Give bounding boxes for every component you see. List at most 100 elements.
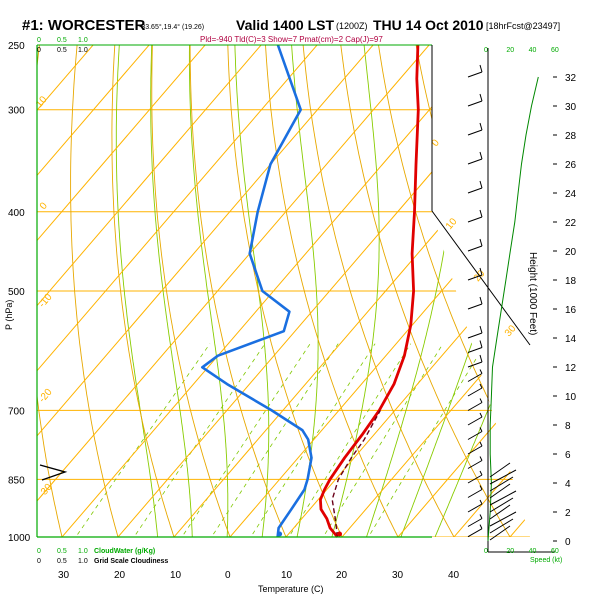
wind-barb	[467, 274, 483, 281]
temperature-tick-label: 30	[58, 570, 70, 581]
dry-adiabat	[226, 45, 351, 537]
dry-adiabat	[301, 45, 465, 537]
speed-tick-bottom: 20	[506, 548, 514, 555]
wind-barb	[467, 216, 483, 223]
height-tick-label: 18	[565, 276, 577, 287]
cloud-water-scale-top: 0.5	[57, 37, 67, 44]
grid-cloud-scale-bottom: 1.0	[78, 558, 88, 565]
station-title: #1: WORCESTER	[22, 17, 146, 34]
isotherm-line	[37, 45, 442, 537]
isotherm-line	[37, 45, 386, 537]
wind-barb-flag	[479, 296, 483, 305]
pressure-tick-label: 500	[8, 287, 25, 298]
height-tick-label: 22	[565, 218, 577, 229]
temperature-tick-label: 20	[114, 570, 126, 581]
height-tick-label: 24	[565, 189, 577, 200]
valid-date: THU 14 Oct 2010	[373, 17, 484, 33]
surface-dewpoint-marker	[277, 531, 283, 537]
wind-barb-flag	[479, 122, 483, 131]
wind-barb	[467, 431, 483, 440]
moist-adiabat	[291, 45, 319, 537]
wind-barb-flag	[479, 340, 483, 348]
height-tick-label: 30	[565, 102, 577, 113]
wind-barb	[467, 303, 483, 310]
height-axis-title: Height (1000 Feet)	[527, 252, 538, 335]
wind-barb-flag	[479, 93, 483, 102]
isotherm-label: 10	[444, 216, 460, 232]
wind-barb-flag	[479, 267, 483, 276]
wind-speed-panel: 0246810121416182022242628303200202040406…	[484, 47, 577, 555]
wind-barb-flag	[479, 441, 483, 447]
grid-cloud-scale-top: 0	[37, 47, 41, 54]
wind-barb	[467, 387, 483, 397]
isotherm-line	[37, 45, 218, 537]
isotherm-line	[37, 45, 162, 537]
wind-barb	[467, 347, 483, 353]
wind-barb	[467, 489, 483, 498]
speed-tick-top: 20	[506, 47, 514, 54]
temperature-tick-label: 40	[448, 570, 460, 581]
grid-scale-label: Grid Scale Cloudiness	[94, 558, 168, 565]
isotherm-line	[102, 45, 530, 537]
dry-adiabat	[70, 45, 124, 537]
isotherm-label: -10	[37, 291, 55, 309]
moist-adiabat	[427, 45, 530, 537]
wind-barb	[467, 518, 483, 527]
height-tick-label: 20	[565, 247, 577, 258]
low-level-wind-barb	[489, 490, 517, 506]
moist-adiabat	[150, 45, 194, 537]
cloud-water-scale-bottom: 0	[37, 548, 41, 555]
mixing-ratio-lines: 1 2 5 10 20	[63, 343, 486, 550]
low-level-wind-barb	[489, 525, 511, 541]
wind-barb	[467, 373, 483, 382]
wind-barb	[467, 187, 483, 194]
grid-cloud-scale-top: 0.5	[57, 47, 67, 54]
wind-barb	[467, 528, 483, 538]
cloud-water-scale-top: 1.0	[78, 37, 88, 44]
wind-barb-flag	[479, 354, 483, 363]
stability-indices: Pld=-940 Tld(C)=3 Show=7 Pmat(cm)=2 Cap(…	[200, 35, 383, 44]
wind-barb-flag	[479, 427, 483, 432]
grid-cloud-scale-top: 1.0	[78, 47, 88, 54]
height-tick-label: 26	[565, 160, 577, 171]
mixing-ratio-label: 20	[367, 536, 380, 550]
low-level-wind-barb	[489, 511, 517, 527]
isotherm-line	[494, 45, 530, 537]
pressure-tick-label: 700	[8, 406, 25, 417]
wind-barb	[467, 71, 483, 78]
height-tick-label: 8	[565, 421, 571, 432]
pressure-tick-label: 300	[8, 106, 25, 117]
wind-barb-flag	[479, 383, 483, 389]
dewpoint-line	[201, 44, 313, 538]
low-level-wind-barb	[489, 469, 517, 485]
utc-time: (1200Z)	[336, 21, 368, 31]
wind-barb-flag	[479, 456, 483, 461]
cloud-water-scale-top: 0	[37, 37, 41, 44]
mixing-ratio-label: 2	[180, 540, 191, 550]
wind-barb	[467, 332, 483, 339]
x-axis-title: Temperature (C)	[258, 584, 324, 594]
speed-tick-top: 0	[484, 47, 488, 54]
low-level-wind-barb	[489, 497, 514, 513]
moist-adiabat	[326, 45, 380, 537]
mixing-ratio-line	[170, 343, 311, 537]
isotherm-label: 0	[38, 200, 50, 212]
slanted-boundary	[431, 210, 531, 346]
wind-barb	[467, 460, 483, 469]
dry-adiabat	[450, 45, 530, 537]
wind-barb	[467, 416, 483, 426]
speed-tick-top: 40	[529, 47, 537, 54]
isotherm-line	[37, 45, 330, 537]
isotherm-line	[46, 45, 498, 537]
low-level-wind-barb	[489, 462, 511, 478]
isotherm-label: 0	[430, 137, 442, 149]
speed-tick-bottom: 0	[484, 548, 488, 555]
height-tick-label: 28	[565, 131, 577, 142]
isotherm-label: 30	[503, 323, 519, 339]
wind-barbs	[467, 64, 517, 541]
mixing-ratio-line	[357, 343, 486, 537]
wind-speed-line	[487, 76, 539, 542]
isotherm-line	[37, 45, 274, 537]
dry-adiabats	[37, 45, 530, 537]
